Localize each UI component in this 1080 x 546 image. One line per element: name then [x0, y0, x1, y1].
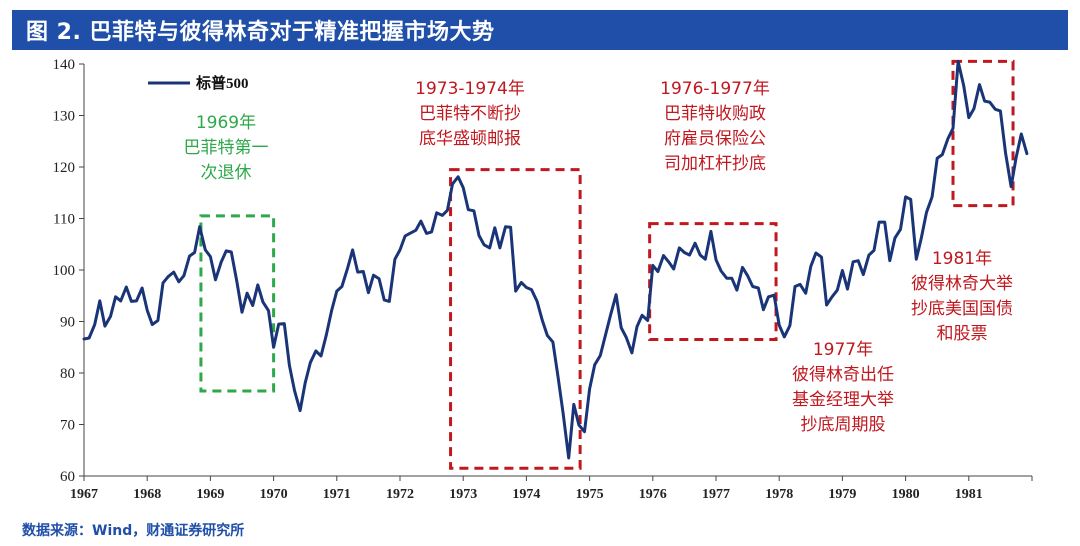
annotation-line: 基金经理大举: [792, 390, 894, 410]
x-tick-label: 1969: [196, 487, 224, 502]
y-tick-label: 110: [53, 212, 75, 228]
chart-title-bar: 图 2. 巴菲特与彼得林奇对于精准把握市场大势: [12, 10, 1068, 50]
x-tick-label: 1970: [260, 487, 288, 502]
highlight-box-1973-1974: [449, 168, 582, 470]
x-tick-label: 1968: [133, 487, 161, 502]
annotation-line: 次退休: [201, 163, 252, 183]
annotation-line: 巴菲特收购政: [664, 104, 766, 124]
annotation-line: 府雇员保险公: [664, 129, 766, 149]
source-note: 数据来源：Wind，财通证券研究所: [22, 523, 245, 539]
x-tick-label: 1979: [828, 487, 856, 502]
annotation-line: 1969年: [196, 113, 256, 133]
x-tick-label: 1973: [449, 487, 477, 502]
x-tick-label: 1975: [576, 487, 604, 502]
highlight-boxes: [199, 59, 1015, 470]
line-chart: 60 70 80 90 100 110 120 130 140 1967 1968 1969 1970 1…: [53, 57, 1033, 502]
y-tick-label: 130: [53, 109, 76, 125]
x-tick-label: 1974: [512, 487, 540, 502]
annotation-line: 巴菲特不断抄: [419, 104, 521, 124]
x-tick-label: 1980: [892, 487, 920, 502]
x-tick-label: 1977: [702, 487, 730, 502]
annotation-line: 彼得林奇大举: [911, 274, 1013, 294]
y-tick-label: 100: [53, 263, 76, 279]
y-tick-label: 120: [53, 160, 76, 176]
x-tick-label: 1971: [323, 487, 351, 502]
annotation-line: 司加杠杆抄底: [664, 154, 766, 174]
series-line-sp500: [82, 59, 1029, 460]
annotation-line: 和股票: [937, 324, 988, 344]
x-tick-label: 1967: [70, 487, 98, 502]
annotation-line: 1981年: [932, 249, 992, 269]
annotation-line: 彼得林奇出任: [792, 365, 894, 385]
annotation-line: 巴菲特第一: [184, 138, 269, 158]
annotation-line: 底华盛顿邮报: [419, 129, 521, 149]
highlight-box-1976-1977: [648, 222, 778, 342]
y-tick-label: 90: [60, 315, 75, 331]
y-tick-label: 80: [60, 366, 75, 382]
x-tick-label: 1972: [386, 487, 414, 502]
x-tick-label: 1976: [639, 487, 667, 502]
chart-series: [82, 59, 1029, 460]
annotation-line: 1973-1974年: [415, 79, 525, 99]
y-tick-label: 140: [53, 57, 76, 73]
y-tick-label: 70: [60, 418, 75, 434]
annotation-line: 1977年: [813, 340, 873, 360]
legend-label: 标普500: [195, 74, 249, 92]
annotation-line: 抄底美国国债: [911, 299, 1013, 319]
x-tick-label: 1978: [765, 487, 793, 502]
chart-title: 图 2. 巴菲特与彼得林奇对于精准把握市场大势: [26, 20, 495, 45]
chart-axes: 60 70 80 90 100 110 120 130 140 1967 1968 1969 1970 1…: [53, 57, 1033, 502]
annotation-line: 1976-1977年: [660, 79, 770, 99]
x-tick-label: 1981: [955, 487, 983, 502]
highlight-box-1969-retire: [199, 214, 276, 393]
highlight-box-1981-lynch: [951, 59, 1015, 208]
annotation-line: 抄底周期股: [801, 415, 886, 435]
chart-legend: 标普500: [148, 74, 249, 92]
y-tick-label: 60: [60, 469, 75, 485]
